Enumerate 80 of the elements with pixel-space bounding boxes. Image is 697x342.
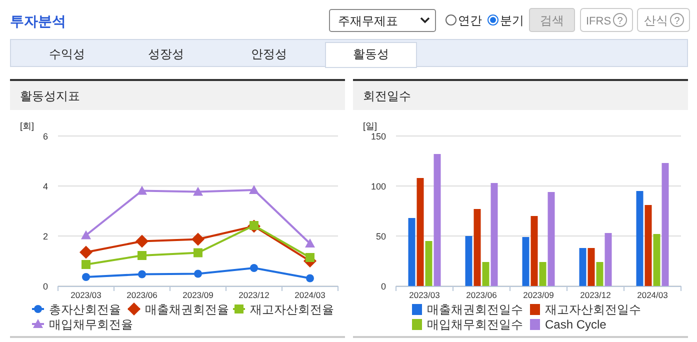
text: 수익성 bbox=[49, 47, 85, 61]
point bbox=[192, 232, 204, 246]
bar bbox=[596, 262, 604, 286]
bar bbox=[539, 262, 546, 286]
legend-label: 매입채무회전일수 bbox=[427, 318, 523, 332]
legend-label: 재고자산회전일수 bbox=[545, 302, 641, 316]
x-tick-label: 2023/09 bbox=[523, 290, 554, 300]
x-tick-label: 2024/03 bbox=[637, 290, 668, 300]
bar bbox=[416, 178, 424, 286]
y-tick-label: 6 bbox=[42, 132, 48, 142]
bar bbox=[588, 248, 595, 286]
point bbox=[138, 251, 146, 260]
point bbox=[138, 270, 146, 278]
y-tick-label: 0 bbox=[380, 282, 386, 292]
point bbox=[250, 264, 258, 272]
x-tick-label: 2023/03 bbox=[409, 290, 440, 300]
point bbox=[137, 186, 147, 195]
bar bbox=[522, 237, 530, 286]
bar bbox=[579, 248, 586, 286]
point bbox=[306, 274, 314, 282]
legend-label: 총자산회전율 bbox=[49, 302, 121, 316]
text: 산식 bbox=[644, 14, 668, 28]
chart-title: 회전일수 bbox=[363, 89, 411, 103]
y-tick-label: 4 bbox=[42, 182, 48, 192]
point bbox=[306, 253, 314, 262]
point bbox=[194, 270, 202, 278]
y-tick-label: 100 bbox=[370, 182, 386, 192]
text: 분기 bbox=[500, 14, 524, 28]
y-tick-label: 50 bbox=[376, 232, 386, 242]
point bbox=[82, 273, 90, 281]
y-tick-label: 0 bbox=[42, 282, 48, 292]
bar bbox=[482, 262, 490, 286]
x-tick-label: 2023/12 bbox=[238, 290, 270, 300]
legend-label: 매출채권회전일수 bbox=[427, 302, 523, 316]
point bbox=[82, 260, 90, 269]
y-tick-label: 150 bbox=[370, 132, 386, 142]
x-tick-label: 2024/03 bbox=[294, 290, 326, 300]
bar bbox=[474, 209, 481, 286]
x-tick-label: 2023/06 bbox=[126, 290, 158, 300]
bar bbox=[490, 183, 498, 286]
legend-label: 매입채무회전율 bbox=[49, 318, 133, 332]
text: 안정성 bbox=[251, 47, 287, 61]
point bbox=[193, 186, 203, 196]
x-tick-label: 2023/03 bbox=[70, 290, 102, 300]
bar bbox=[530, 216, 538, 286]
x-tick-label: 2023/12 bbox=[580, 290, 612, 300]
bar bbox=[465, 236, 472, 286]
point bbox=[305, 238, 315, 248]
text: 연간 bbox=[458, 14, 482, 28]
y-axis-title: [일] bbox=[363, 121, 378, 131]
bar bbox=[662, 163, 669, 286]
bar bbox=[653, 234, 660, 286]
text: ? bbox=[674, 16, 680, 27]
point bbox=[249, 185, 259, 194]
legend-label: 재고자산회전율 bbox=[250, 302, 334, 316]
bar bbox=[604, 233, 612, 286]
bar bbox=[636, 191, 644, 286]
y-axis-title: [회] bbox=[20, 121, 34, 131]
point bbox=[136, 234, 148, 248]
text: ? bbox=[617, 16, 624, 27]
legend-label: Cash Cycle bbox=[545, 318, 607, 332]
x-tick-label: 2023/06 bbox=[466, 290, 498, 300]
chart-title: 활동성지표 bbox=[20, 89, 80, 103]
point bbox=[81, 230, 91, 240]
x-tick-label: 2023/09 bbox=[182, 290, 214, 300]
point bbox=[80, 246, 92, 259]
bar bbox=[408, 218, 416, 286]
bar bbox=[425, 241, 432, 286]
text: IFRS bbox=[586, 16, 612, 28]
text: 검색 bbox=[540, 14, 564, 28]
bar bbox=[548, 192, 555, 286]
text: 활동성 bbox=[353, 47, 389, 61]
text: 성장성 bbox=[148, 47, 184, 61]
point bbox=[194, 248, 202, 258]
text: 주재무제표 bbox=[338, 14, 398, 28]
legend-label: 매출채권회전율 bbox=[145, 302, 229, 316]
text: 투자분석 bbox=[10, 13, 66, 29]
y-tick-label: 2 bbox=[42, 232, 48, 242]
bar bbox=[644, 205, 652, 286]
bar bbox=[434, 154, 441, 286]
